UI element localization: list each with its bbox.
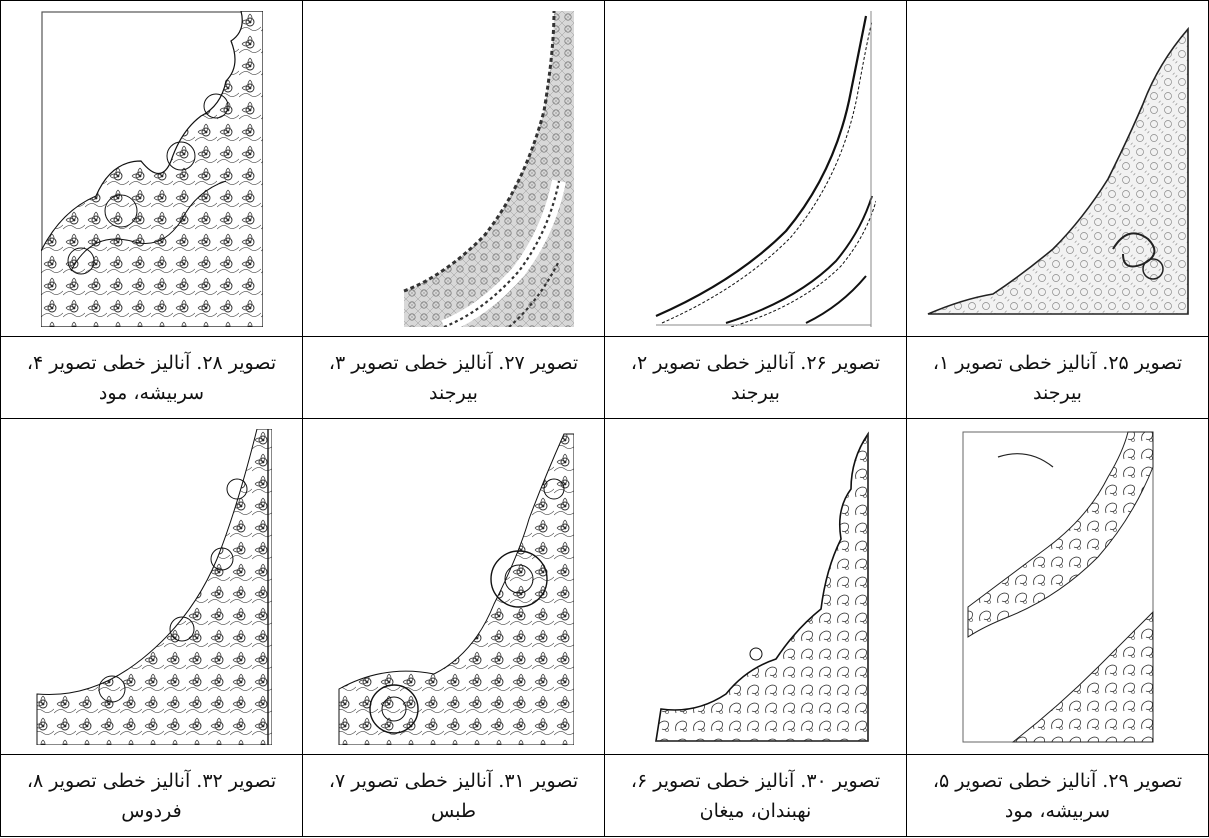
caption-32: تصویر ۳۲. آنالیز خطی تصویر ۸، فردوس <box>0 754 303 837</box>
figure-cell-27 <box>302 0 605 337</box>
figure-cell-25 <box>906 0 1209 337</box>
caption-29: تصویر ۲۹. آنالیز خطی تصویر ۵، سربیشه، مود <box>906 754 1209 837</box>
figure-26-image <box>635 10 876 327</box>
figure-cell-32 <box>0 418 303 755</box>
figure-30-image <box>635 428 876 745</box>
figure-cell-30 <box>604 418 907 755</box>
figure-27-image <box>333 10 574 327</box>
caption-26: تصویر ۲۶. آنالیز خطی تصویر ۲، بیرجند <box>604 336 907 419</box>
figure-25-image <box>922 18 1193 319</box>
figure-cell-31 <box>302 418 605 755</box>
caption-27: تصویر ۲۷. آنالیز خطی تصویر ۳، بیرجند <box>302 336 605 419</box>
figure-31-image <box>333 428 574 745</box>
figure-32-image <box>31 428 272 745</box>
figure-29-image <box>962 431 1153 742</box>
caption-25: تصویر ۲۵. آنالیز خطی تصویر ۱، بیرجند <box>906 336 1209 419</box>
figure-cell-26 <box>604 0 907 337</box>
figure-cell-29 <box>906 418 1209 755</box>
caption-30: تصویر ۳۰. آنالیز خطی تصویر ۶، نهبندان، می… <box>604 754 907 837</box>
figure-cell-28 <box>0 0 303 337</box>
caption-28: تصویر ۲۸. آنالیز خطی تصویر ۴، سربیشه، مود <box>0 336 303 419</box>
caption-31: تصویر ۳۱. آنالیز خطی تصویر ۷، طبس <box>302 754 605 837</box>
figure-28-image <box>40 10 263 327</box>
